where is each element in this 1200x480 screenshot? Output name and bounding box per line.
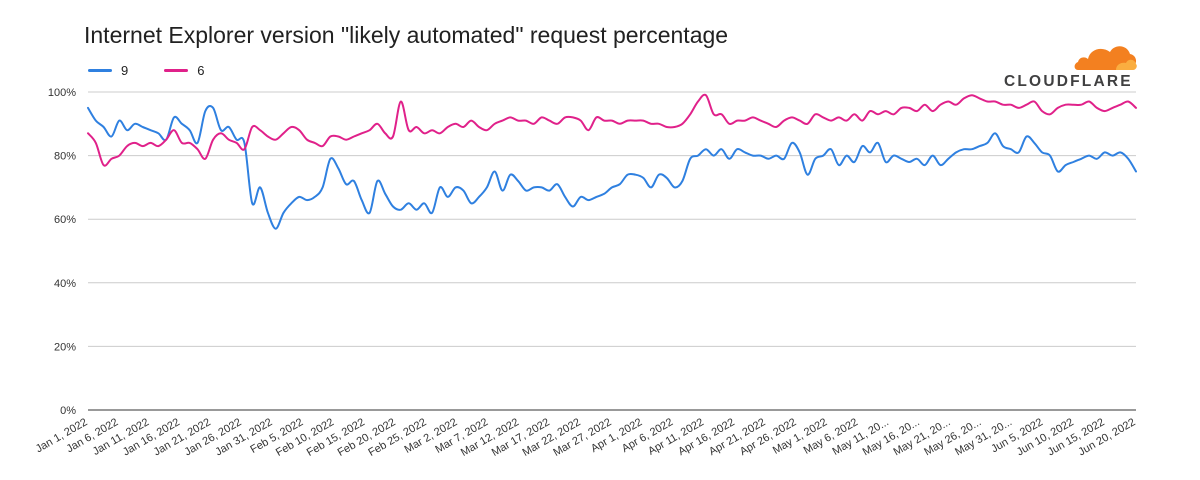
cloud-icon [1074, 46, 1137, 70]
y-tick-label: 100% [48, 87, 76, 99]
legend-swatch [88, 68, 112, 72]
legend-label: 9 [121, 62, 129, 78]
series-lines [87, 93, 1137, 230]
chart-title: Internet Explorer version "likely automa… [84, 22, 729, 48]
legend-item-series-1[interactable]: 9 [88, 63, 128, 78]
gridlines [88, 91, 1136, 411]
y-tick-label: 80% [54, 151, 76, 163]
y-tick-label: 20% [54, 341, 76, 353]
series-line-2[interactable] [87, 93, 1137, 167]
y-tick-label: 60% [54, 214, 76, 226]
y-axis: 0% 20% 40% 60% 80% 100% [48, 87, 76, 417]
legend: 9 6 [88, 62, 240, 78]
y-tick-label: 0% [60, 405, 76, 417]
cloudflare-logo: CLOUDFLARE [1004, 40, 1140, 96]
legend-swatch [164, 68, 189, 72]
legend-item-series-2[interactable]: 6 [164, 63, 204, 78]
series-line-1[interactable] [87, 104, 1137, 230]
logo-wordmark: CLOUDFLARE [1004, 73, 1133, 90]
y-tick-label: 40% [54, 278, 76, 290]
legend-label: 6 [197, 62, 205, 78]
